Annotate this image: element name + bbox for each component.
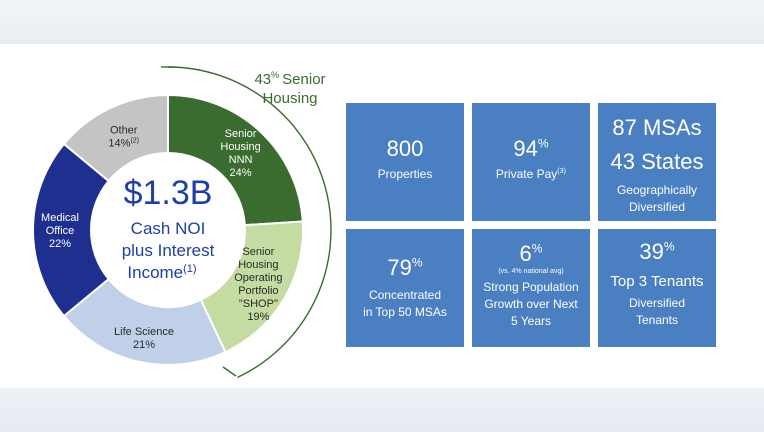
slice-percent: 22% [49,238,71,250]
bracket-label-line-2: Housing [262,90,317,107]
tile-top-tenants-number: 39 [639,239,664,264]
slice-percent: 19% [247,311,269,323]
slice-percent: 14% [108,137,130,149]
slice-label-line: Housing [238,259,278,271]
slice-label-line: Operating [234,272,282,284]
tile-top-msas-value: 79% [346,255,464,281]
tile-population-unit: % [531,241,543,256]
tile-top-tenants-label-2: Tenants [635,313,679,327]
slice-label-line: Portfolio [238,285,278,297]
slice-label-line: Office [46,225,75,237]
center-line-3: Income(1) [127,263,196,282]
tile-private-pay-number: 94 [513,136,538,161]
tile-top-tenants-value: 39% [598,239,716,265]
center-line-1: Cash NOI [131,219,206,238]
tile-top-tenants: 39% Top 3 Tenants Diversified Tenants [598,229,716,347]
tile-private-pay: 94% Private Pay(3) [472,103,590,221]
tile-private-pay-label: Private Pay(3) [472,166,590,183]
slice-label-line: Medical [41,212,79,224]
tile-properties: 800 Properties [346,103,464,221]
slice-label-line: Life Science [114,326,174,338]
tile-population-note: (vs. 4% national avg) [498,268,564,275]
tile-top-tenants-heading: Top 3 Tenants [610,273,704,290]
tile-population-growth: 6% (vs. 4% national avg) Strong Populati… [472,229,590,347]
tile-geography-msas: 87 MSAs [612,115,702,140]
tile-top-msas: 79% Concentrated in Top 50 MSAs [346,229,464,347]
slice-label-line: Housing [220,141,260,153]
top-band [0,0,764,44]
tile-top-tenants-label-1: Diversified [628,296,685,310]
center-footnote: (1) [183,263,196,275]
tile-top-msas-label-1: Concentrated [368,288,442,302]
center-line-2: plus Interest [122,241,215,260]
tile-private-pay-footnote: (3) [557,166,567,175]
stats-tiles: 800 Properties 94% Private Pay(3) 87 MSA… [346,103,716,347]
tile-top-msas-number: 79 [387,255,412,280]
center-value: $1.3B [124,174,213,212]
tile-private-pay-unit: % [537,136,549,151]
bracket-unit: % [271,70,279,80]
slice-label-3: Medical Office 22% [41,212,79,250]
tile-geography: 87 MSAs 43 States Geographically Diversi… [598,103,716,221]
tile-geography-states: 43 States [610,149,704,174]
tile-top-tenants-unit: % [663,239,675,254]
tile-population-number: 6 [519,241,532,266]
tile-population-label-1: Strong Population [483,280,579,294]
slice-label-line: "SHOP" [239,298,278,310]
center-line-3-text: Income [127,263,183,282]
bottom-band [0,388,764,432]
tile-population-value: 6% [472,241,590,267]
tile-properties-label: Properties [377,167,433,181]
tile-population-label-2: Growth over Next [484,297,578,311]
bracket-word-1: Senior [282,71,325,88]
bracket-arc [167,66,332,379]
tile-private-pay-value: 94% [472,136,590,162]
slice-label-4: Other 14%(2) [108,124,139,149]
bracket-label-line-1: 43% Senior [254,70,325,88]
bracket-value: 43 [254,71,271,88]
slice-label-line: Senior [225,128,257,140]
slice-label-0: Senior Housing NNN 24% [220,128,260,179]
tile-geography-label-1: Geographically [616,183,698,197]
tile-private-pay-text: Private Pay [495,167,558,181]
slice-label-line: Other [110,124,138,136]
tile-population-label-3: 5 Years [510,314,552,328]
tile-top-msas-label-2: in Top 50 MSAs [363,305,447,319]
slice-percent: 21% [133,339,155,351]
slice-label-line: NNN [229,154,253,166]
slice-footnote: (2) [130,137,139,144]
slice-label-2: Life Science 21% [114,326,174,351]
tile-geography-label-2: Diversified [628,200,685,214]
tile-top-msas-unit: % [411,255,423,270]
bracket-bottom-tick [222,366,237,377]
senior-housing-bracket: 43% Senior Housing [161,66,332,379]
slice-label-1: Senior Housing Operating Portfolio "SHOP" 19% [234,246,282,323]
donut-center [91,153,245,307]
tile-properties-value: 800 [386,136,424,161]
slice-label-line: Senior [242,246,274,258]
slice-percent: 24% [230,167,252,179]
